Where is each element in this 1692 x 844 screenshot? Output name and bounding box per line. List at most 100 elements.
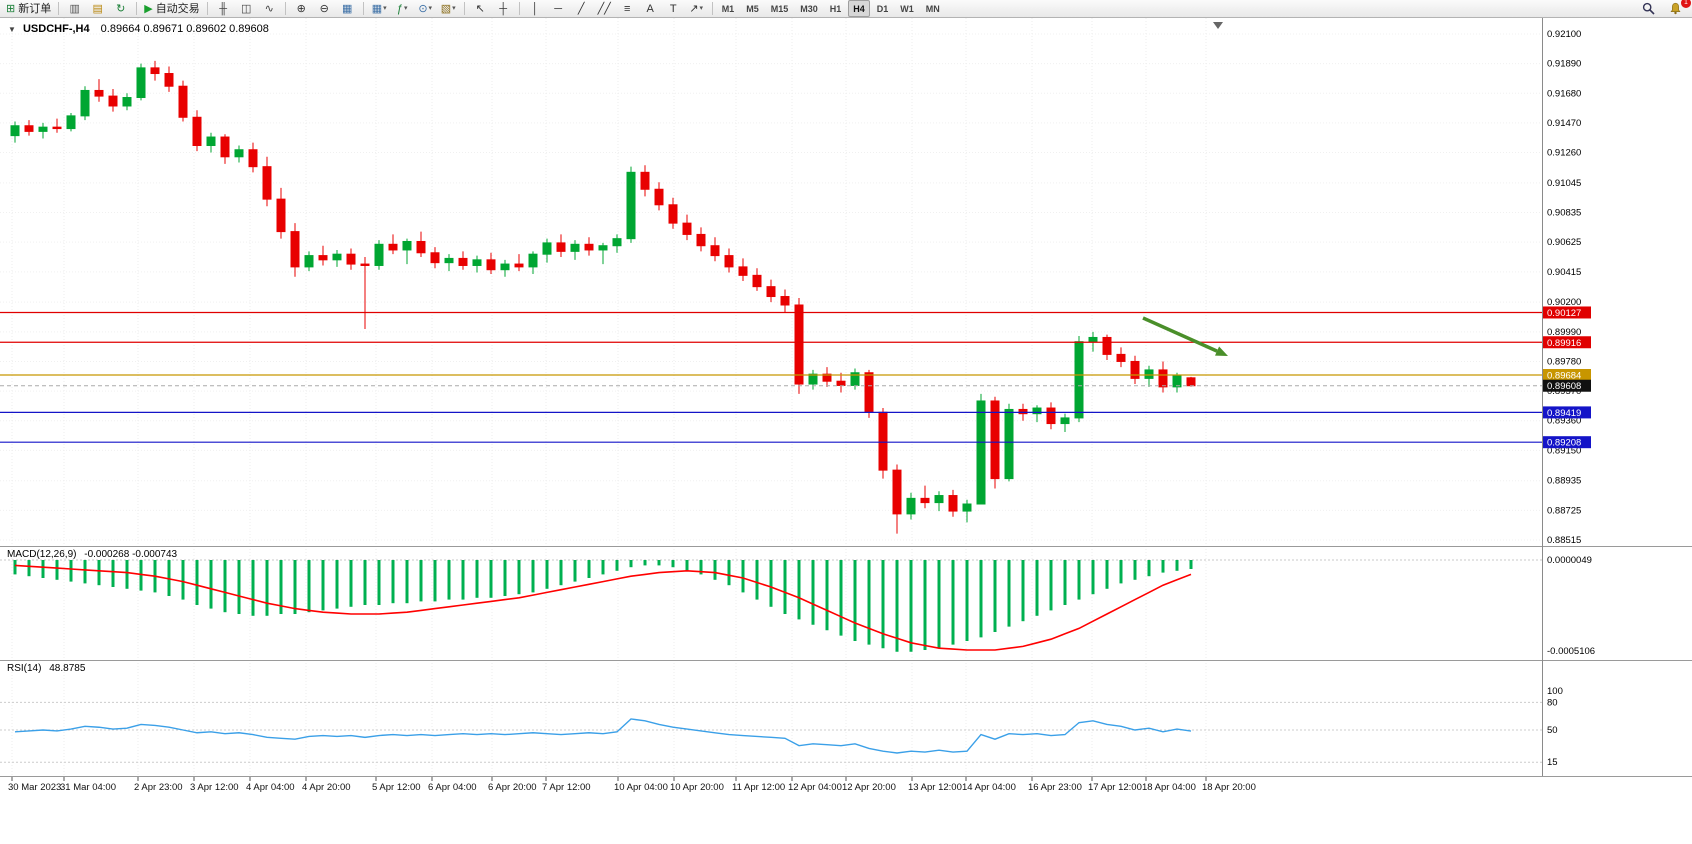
candle-body — [444, 257, 454, 264]
candlestick-chart-icon[interactable]: ◫ — [240, 2, 252, 15]
alerts-button[interactable]: 1 — [1664, 0, 1691, 18]
timeframe-m30[interactable]: M30 — [800, 3, 818, 14]
candle-body — [178, 85, 188, 118]
toolbar-right-group: 1 — [1637, 0, 1691, 18]
templates-icon[interactable]: ▧ ▾ — [440, 2, 456, 15]
candle-body — [416, 240, 426, 254]
line-chart-icon[interactable]: ∿ — [264, 2, 274, 15]
candle-body — [290, 231, 300, 268]
candle-body — [640, 171, 650, 190]
macd-values: -0.000268 -0.000743 — [84, 549, 178, 560]
candle-body — [752, 274, 762, 288]
new-chart-icon[interactable]: ▦ ▾ — [371, 2, 387, 15]
candle-body — [1144, 369, 1154, 379]
candle-body — [10, 125, 20, 137]
price-axis-label: 0.88515 — [1547, 535, 1581, 546]
trend-arrow[interactable] — [1142, 316, 1228, 356]
candle-body — [472, 259, 482, 266]
grid — [0, 18, 1542, 776]
candle-body — [794, 304, 804, 385]
chart-shift-marker[interactable] — [1213, 22, 1223, 29]
new-order-label: 新订单 — [18, 2, 52, 15]
time-axis-label: 16 Apr 23:00 — [1028, 782, 1082, 793]
time-axis-label: 11 Apr 12:00 — [732, 782, 785, 793]
time-axis-label: 2 Apr 23:00 — [134, 782, 183, 793]
toolbar-separator — [206, 2, 208, 15]
rsi-axis-label: 15 — [1547, 757, 1558, 768]
timeframe-mn[interactable]: MN — [925, 3, 940, 14]
timeframe-w1[interactable]: W1 — [900, 3, 914, 14]
search-icon — [1642, 2, 1655, 15]
candle-body — [514, 263, 524, 268]
rsi-axis-label: 50 — [1547, 725, 1558, 736]
candle-body — [486, 259, 496, 271]
candle-body — [66, 115, 76, 130]
arrows-icon[interactable]: ↗ ▾ — [689, 2, 704, 15]
text-icon[interactable]: A — [646, 2, 654, 15]
profiles-icon[interactable]: ▤ — [92, 2, 103, 15]
zoom-in-icon[interactable]: ⊕ — [296, 2, 306, 15]
timeframe-h1[interactable]: H1 — [829, 3, 842, 14]
macd-axis-label: -0.0005106 — [1547, 646, 1595, 657]
candle-body — [920, 497, 930, 504]
candle-body — [822, 373, 832, 382]
candle-body — [206, 136, 216, 147]
timeframe-m1[interactable]: M1 — [721, 3, 735, 14]
rsi-indicator-title: RSI(14) 48.8785 — [7, 663, 85, 674]
time-axis-label: 31 Mar 04:00 — [60, 782, 116, 793]
crosshair-icon[interactable]: ┼ — [499, 2, 508, 15]
time-axis-label: 6 Apr 20:00 — [488, 782, 537, 793]
price-axis-label: 0.90415 — [1547, 267, 1581, 278]
timeframe-h4[interactable]: H4 — [848, 0, 870, 17]
rsi-line — [14, 718, 1192, 754]
hline-price-tag: 0.89208 — [1543, 436, 1591, 449]
svg-text:0.89208: 0.89208 — [1547, 438, 1581, 449]
indicators-icon[interactable]: ƒ ▾ — [396, 2, 408, 15]
timeframe-d1[interactable]: D1 — [876, 3, 889, 14]
bar-chart-icon[interactable]: ╫ — [219, 2, 228, 15]
price-axis-label: 0.88935 — [1547, 476, 1581, 487]
candle-body — [696, 233, 706, 247]
candle-body — [318, 255, 328, 261]
cursor-icon[interactable]: ↖ — [475, 2, 485, 15]
tile-windows-icon[interactable]: ▦ — [341, 2, 353, 15]
candlesticks — [10, 60, 1196, 534]
search-button[interactable] — [1637, 0, 1660, 18]
timeframe-m15[interactable]: M15 — [770, 3, 789, 14]
hline-price-tag: 0.89684 — [1543, 369, 1591, 382]
candle-body — [332, 253, 342, 261]
trendline-icon[interactable]: ╱ — [577, 2, 585, 15]
candle-body — [864, 372, 874, 413]
candle-body — [38, 126, 48, 132]
text-label-icon[interactable]: T — [669, 2, 677, 15]
candle-body — [528, 253, 538, 268]
rsi-axis-label: 80 — [1547, 697, 1558, 708]
candle-body — [1046, 407, 1056, 425]
auto-trading-button[interactable]: ▶ 自动交易 — [141, 0, 202, 18]
candle-body — [80, 89, 90, 117]
oneclick-collapse-icon[interactable]: ▼ — [8, 25, 16, 34]
channel-icon[interactable]: ╱╱ — [597, 2, 611, 15]
zoom-out-icon[interactable]: ⊖ — [319, 2, 329, 15]
charts-window-icon[interactable]: ▥ — [69, 2, 80, 15]
refresh-icon[interactable]: ↻ — [116, 2, 126, 15]
time-axis-label: 10 Apr 04:00 — [614, 782, 668, 793]
time-axis-label: 18 Apr 20:00 — [1202, 782, 1256, 793]
new-order-button[interactable]: ⊞ 新订单 — [3, 0, 54, 18]
timeframe-m5[interactable]: M5 — [746, 3, 759, 14]
vertical-line-icon[interactable]: │ — [531, 2, 539, 15]
toolbar-separator — [136, 2, 138, 15]
price-axis-label: 0.89150 — [1547, 445, 1581, 456]
candle-body — [402, 240, 412, 251]
price-axis-label: 0.89360 — [1547, 416, 1581, 427]
periods-icon[interactable]: ⊙ ▾ — [418, 2, 433, 15]
svg-text:0.89916: 0.89916 — [1547, 338, 1581, 349]
fibonacci-icon[interactable]: ≡ — [623, 2, 631, 15]
horizontal-line-icon[interactable]: ─ — [554, 2, 563, 15]
time-axis-label: 7 Apr 12:00 — [542, 782, 591, 793]
candle-body — [612, 238, 622, 247]
candle-body — [948, 495, 958, 512]
time-axis-label: 12 Apr 04:00 — [788, 782, 842, 793]
